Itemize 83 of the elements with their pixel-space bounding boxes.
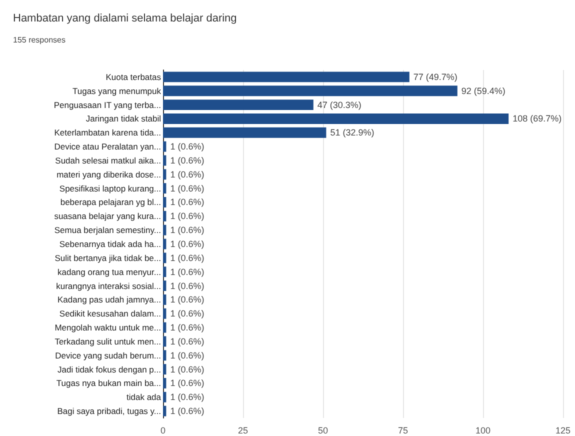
data-label: 1 (0.6%) xyxy=(170,406,204,416)
y-tick-label: Kadang pas udah jamnya... xyxy=(58,294,161,305)
data-label: 1 (0.6%) xyxy=(170,336,204,346)
data-label: 77 (49.7%) xyxy=(413,72,458,82)
data-label: 1 (0.6%) xyxy=(170,169,204,180)
y-tick-label: Tugas nya bukan main ba... xyxy=(56,378,161,388)
data-label: 1 (0.6%) xyxy=(170,239,204,249)
x-tick-label: 50 xyxy=(318,426,328,436)
data-label: 1 (0.6%) xyxy=(170,211,204,222)
bar xyxy=(163,127,326,138)
bar xyxy=(163,266,166,278)
y-tick-label: Mengolah waktu untuk me... xyxy=(54,322,161,333)
y-tick-label: Spesifikasi laptop kurang... xyxy=(59,183,161,194)
bar xyxy=(163,197,166,208)
y-tick-label: Sedikit kesusahan dalam... xyxy=(59,308,161,319)
y-tick-label: Penguasaan IT yang terba... xyxy=(54,100,161,110)
bar xyxy=(163,238,166,250)
y-tick-label: Device atau Peralatan yan... xyxy=(54,142,161,152)
y-tick-label: Bagi saya pribadi, tugas y... xyxy=(57,406,161,416)
x-tick-label: 75 xyxy=(398,426,408,436)
bar xyxy=(163,210,166,222)
data-label: 1 (0.6%) xyxy=(170,252,204,263)
bar xyxy=(163,155,166,166)
bar xyxy=(163,378,166,388)
x-tick-label: 0 xyxy=(160,426,166,436)
data-label: 51 (32.9%) xyxy=(330,128,374,138)
data-label: 1 (0.6%) xyxy=(170,364,204,374)
bar xyxy=(163,252,166,264)
y-tick-label: Device yang sudah berum... xyxy=(55,350,161,360)
y-tick-label: tidak ada xyxy=(126,392,162,402)
y-tick-label: Keterlambatan karena tida... xyxy=(54,128,161,138)
data-label: 1 (0.6%) xyxy=(170,308,204,319)
y-tick-label: Jadi tidak fokus dengan p... xyxy=(58,364,161,374)
bar xyxy=(163,141,166,152)
bar xyxy=(163,86,458,96)
bar xyxy=(163,294,166,305)
y-tick-label: kurangnya interaksi sosial... xyxy=(56,280,161,291)
x-tick-label: 25 xyxy=(238,426,248,436)
data-label: 47 (30.3%) xyxy=(317,100,362,110)
bar xyxy=(163,308,166,319)
bar xyxy=(163,114,509,124)
data-label: 1 (0.6%) xyxy=(170,322,204,333)
y-tick-label: kadang orang tua menyur... xyxy=(58,266,161,277)
data-label: 92 (59.4%) xyxy=(461,86,506,96)
bar xyxy=(163,322,166,333)
y-tick-label: Terkadang sulit untuk men... xyxy=(54,336,161,346)
y-tick-label: Tugas yang menumpuk xyxy=(72,86,162,96)
data-label: 1 (0.6%) xyxy=(170,183,204,194)
y-tick-label: Sebenarnya tidak ada ha... xyxy=(59,239,161,249)
bar xyxy=(163,364,166,374)
bar xyxy=(163,224,166,236)
y-tick-label: Jaringan tidak stabil xyxy=(86,114,162,124)
y-tick-label: Sudah selesai matkul aika... xyxy=(55,155,161,166)
data-label: 1 (0.6%) xyxy=(170,266,204,277)
bar xyxy=(163,72,410,82)
y-tick-label: Semua berjalan semestiny... xyxy=(54,225,161,236)
x-tick-label: 100 xyxy=(475,426,491,436)
y-tick-label: Sulit bertanya jika tidak be... xyxy=(54,252,161,263)
data-label: 1 (0.6%) xyxy=(170,294,204,305)
data-label: 1 (0.6%) xyxy=(170,378,204,388)
bar xyxy=(163,350,166,361)
bar xyxy=(163,406,166,416)
bar xyxy=(163,183,166,194)
x-tick-label: 125 xyxy=(555,426,571,436)
bar xyxy=(163,100,314,110)
bar xyxy=(163,280,166,291)
data-label: 1 (0.6%) xyxy=(170,350,204,360)
y-tick-label: materi yang diberika dose... xyxy=(56,169,161,180)
bar xyxy=(163,169,166,180)
chart-title: Hambatan yang dialami selama belajar daring xyxy=(13,12,237,24)
data-label: 1 (0.6%) xyxy=(170,225,204,236)
data-label: 108 (69.7%) xyxy=(512,114,562,124)
data-label: 1 (0.6%) xyxy=(170,280,204,291)
bar xyxy=(163,392,166,402)
y-tick-label: beberapa pelajaran yg bl... xyxy=(60,197,161,208)
data-label: 1 (0.6%) xyxy=(170,197,204,208)
y-tick-label: suasana belajar yang kura... xyxy=(54,211,161,222)
text: 155 responses xyxy=(13,36,66,44)
data-label: 1 (0.6%) xyxy=(170,392,204,402)
data-label: 1 (0.6%) xyxy=(170,142,204,152)
data-label: 1 (0.6%) xyxy=(170,155,204,166)
bar xyxy=(163,336,166,347)
y-tick-label: Kuota terbatas xyxy=(106,72,161,82)
